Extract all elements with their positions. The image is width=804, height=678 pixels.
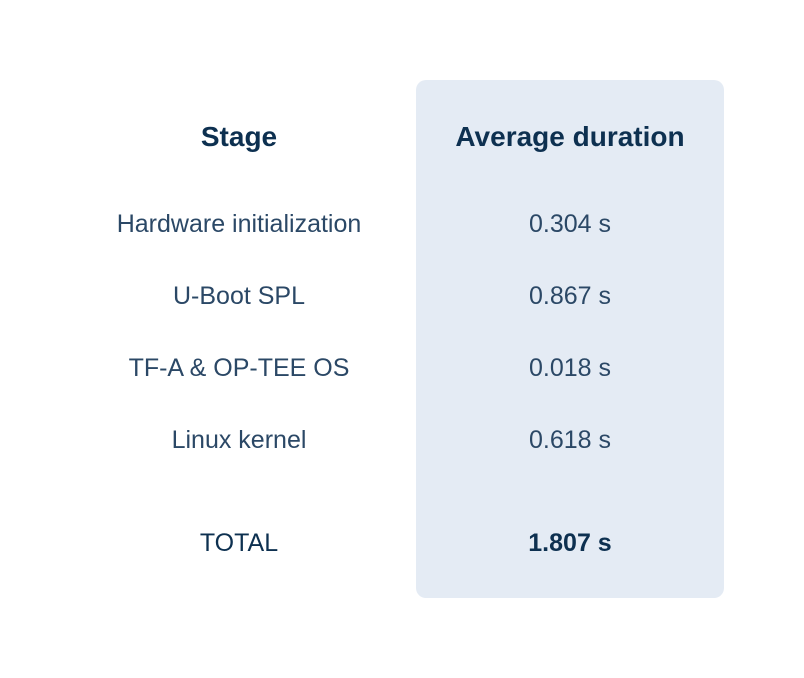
- row-duration-tf-a-op-tee-os: 0.018 s: [528, 354, 611, 382]
- duration-column-highlight: [416, 80, 724, 598]
- row-stage-hardware-initialization: Hardware initialization: [116, 210, 362, 238]
- header-average-duration: Average duration: [455, 121, 685, 152]
- total-duration: 1.807 s: [528, 529, 612, 557]
- header-stage: Stage: [200, 121, 278, 152]
- row-stage-u-boot-spl: U-Boot SPL: [172, 282, 305, 310]
- row-duration-u-boot-spl: 0.867 s: [528, 282, 611, 310]
- total-label: TOTAL: [199, 529, 279, 557]
- row-stage-linux-kernel: Linux kernel: [171, 426, 307, 454]
- row-duration-linux-kernel: 0.618 s: [528, 426, 611, 454]
- row-duration-hardware-initialization: 0.304 s: [528, 210, 611, 238]
- row-stage-tf-a-op-tee-os: TF-A & OP-TEE OS: [128, 354, 350, 382]
